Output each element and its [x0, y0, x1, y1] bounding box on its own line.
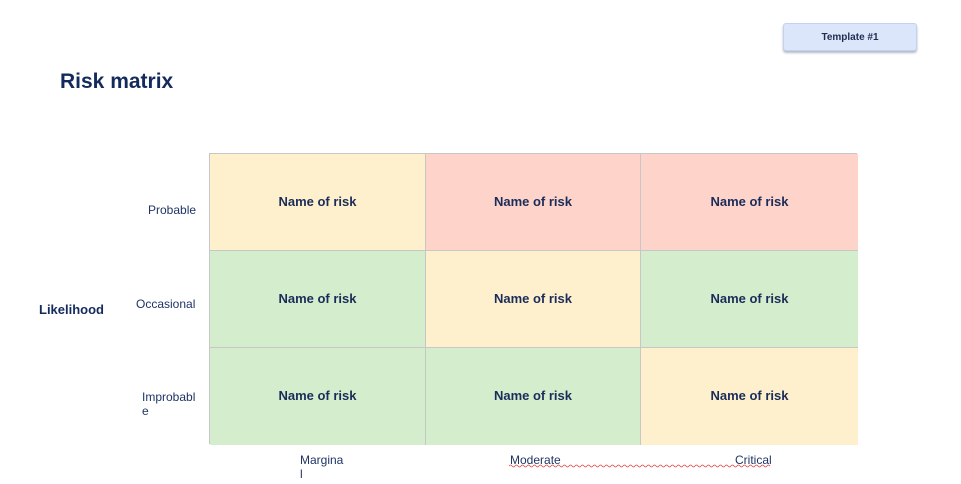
spellcheck-underline [509, 464, 771, 468]
risk-cell[interactable]: Name of risk [426, 154, 641, 251]
column-label-marginal: Marginal [300, 453, 344, 481]
column-label-moderate: Moderate [510, 453, 561, 467]
page-title: Risk matrix [60, 70, 174, 93]
risk-cell[interactable]: Name of risk [641, 154, 858, 251]
row-label-improbable: Improbable [142, 390, 196, 418]
column-label-critical: Critical [735, 453, 772, 467]
risk-cell[interactable]: Name of risk [210, 251, 426, 348]
risk-cell[interactable]: Name of risk [210, 154, 426, 251]
row-label-occasional: Occasional [136, 297, 196, 311]
risk-matrix-grid: Name of risk Name of risk Name of risk N… [209, 153, 858, 445]
risk-cell[interactable]: Name of risk [426, 348, 641, 445]
risk-cell[interactable]: Name of risk [426, 251, 641, 348]
risk-cell[interactable]: Name of risk [641, 251, 858, 348]
row-label-probable: Probable [148, 203, 197, 217]
risk-cell[interactable]: Name of risk [641, 348, 858, 445]
risk-cell[interactable]: Name of risk [210, 348, 426, 445]
likelihood-axis-label: Likelihood [39, 302, 104, 317]
template-button[interactable]: Template #1 [783, 23, 917, 51]
